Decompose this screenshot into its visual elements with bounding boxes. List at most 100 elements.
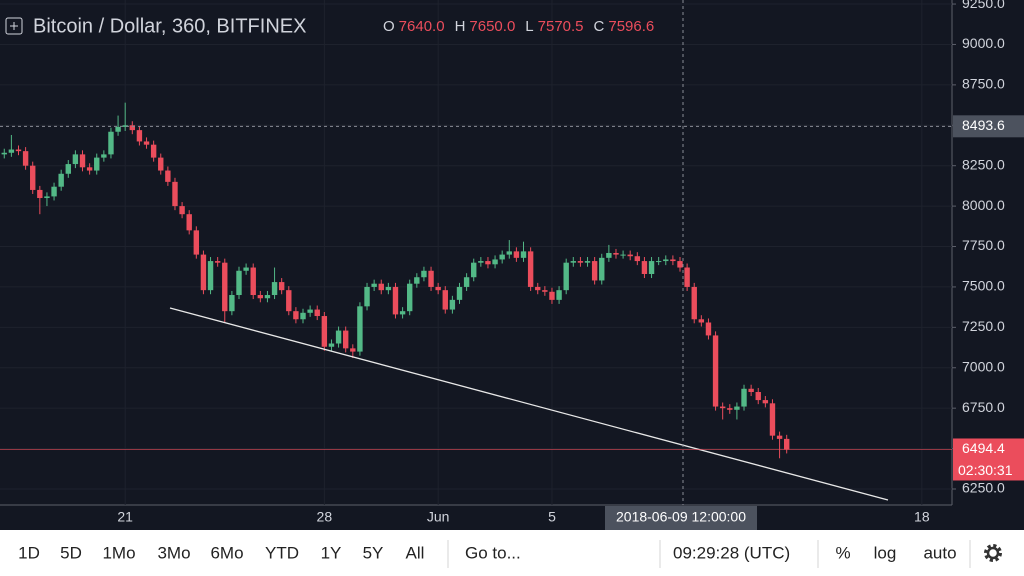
candle-body — [456, 286, 463, 300]
candle-body — [463, 277, 470, 287]
candle-body — [150, 144, 157, 158]
candle-body — [577, 261, 584, 263]
candle-body — [94, 157, 100, 171]
settings-icon[interactable] — [984, 544, 1002, 562]
range-button[interactable]: 3Mo — [157, 543, 190, 562]
candle-body — [705, 322, 712, 336]
candle-body — [542, 290, 548, 292]
last-price-label: 6494.4 — [962, 440, 1005, 456]
candle-body — [300, 312, 306, 320]
candle-body — [229, 295, 235, 312]
candle-body — [776, 435, 783, 439]
candle-body — [321, 316, 328, 347]
ohlc-key: H — [455, 18, 466, 35]
candle-body — [570, 261, 577, 263]
candle-body — [591, 261, 598, 281]
scale-option[interactable]: auto — [923, 543, 956, 562]
candle-body — [663, 259, 669, 262]
scale-option[interactable]: % — [835, 543, 850, 562]
candle-body — [264, 295, 271, 299]
candle-body — [485, 261, 491, 265]
candle-body — [307, 309, 313, 313]
y-tick-label: 6750.0 — [962, 399, 1005, 415]
range-button[interactable]: YTD — [265, 543, 299, 562]
y-tick-label: 6250.0 — [962, 480, 1005, 496]
range-button[interactable]: 1Y — [321, 543, 342, 562]
candle-body — [58, 173, 64, 187]
candle-body — [741, 388, 747, 407]
candle-body — [627, 254, 633, 257]
goto-button[interactable]: Go to... — [465, 543, 521, 562]
candle-body — [243, 267, 249, 271]
crosshair-price-badge — [953, 115, 1024, 138]
symbol-title: Bitcoin / Dollar, 360, BITFINEX — [33, 15, 306, 37]
candle-body — [65, 164, 71, 174]
y-tick-label: 7000.0 — [962, 358, 1005, 374]
candle-body — [698, 319, 705, 323]
candle-body — [172, 181, 178, 207]
candle-body — [734, 406, 740, 410]
ohlc-key: O — [383, 18, 395, 35]
candle-body — [634, 256, 641, 262]
candle-body — [250, 267, 256, 296]
candle-body — [449, 299, 456, 310]
candle-body — [584, 261, 591, 263]
candle-body — [392, 286, 399, 315]
candle-body — [428, 270, 434, 287]
candle-body — [606, 252, 612, 258]
toolbar-bg — [0, 530, 1024, 576]
candles — [1, 102, 790, 459]
candle-body — [414, 277, 420, 284]
candle-body — [165, 170, 171, 182]
candle-body — [342, 330, 349, 349]
candle-body — [314, 309, 320, 317]
countdown: 02:30:31 — [958, 462, 1013, 478]
candle-body — [599, 257, 605, 281]
range-button[interactable]: 5D — [60, 543, 82, 562]
x-tick-label: 18 — [914, 509, 930, 525]
candle-body — [549, 291, 555, 300]
candle-body — [520, 251, 527, 258]
candle-body — [115, 126, 121, 132]
candle-body — [179, 206, 185, 215]
range-button[interactable]: All — [406, 543, 425, 562]
candle-body — [648, 261, 655, 274]
range-button[interactable]: 1Mo — [102, 543, 135, 562]
collapse-icon[interactable] — [5, 17, 23, 35]
candle-body — [257, 295, 264, 299]
candle-body — [755, 392, 761, 401]
candle-body — [186, 214, 192, 231]
range-button[interactable]: 6Mo — [210, 543, 243, 562]
candle-body — [527, 251, 534, 287]
toolbar: 1D 5D 1Mo 3Mo 6Mo YTD 1Y 5Y All Go to... 09:29:28 … — [18, 543, 956, 562]
candle-body — [421, 270, 427, 278]
ohlc: O 7640.0 H 7650.0 L 7570.5 C 7596.6 — [383, 18, 654, 35]
candle-body — [108, 131, 114, 155]
candle-body — [1, 152, 7, 155]
candle-body — [79, 154, 86, 168]
candle-body — [399, 311, 406, 315]
candle-body — [769, 403, 776, 436]
candle-body — [442, 290, 448, 310]
candle-body — [677, 261, 683, 268]
x-tick-label: Jun — [427, 509, 450, 525]
y-tick-label: 7250.0 — [962, 318, 1005, 334]
scale-option[interactable]: log — [874, 543, 897, 562]
candle-body — [271, 282, 278, 296]
candle-body — [236, 270, 242, 296]
candle-body — [691, 286, 697, 320]
candle-body — [364, 286, 370, 307]
candle-body — [129, 125, 136, 131]
y-tick-label: 8250.0 — [962, 156, 1005, 172]
clock: 09:29:28 (UTC) — [673, 543, 790, 562]
y-tick-label: 8000.0 — [962, 197, 1005, 213]
candle-body — [712, 335, 719, 407]
range-button[interactable]: 1D — [18, 543, 40, 562]
candle-body — [143, 141, 150, 145]
range-button[interactable]: 5Y — [363, 543, 384, 562]
ohlc-key: L — [525, 18, 533, 35]
ohlc-key: C — [594, 18, 605, 35]
